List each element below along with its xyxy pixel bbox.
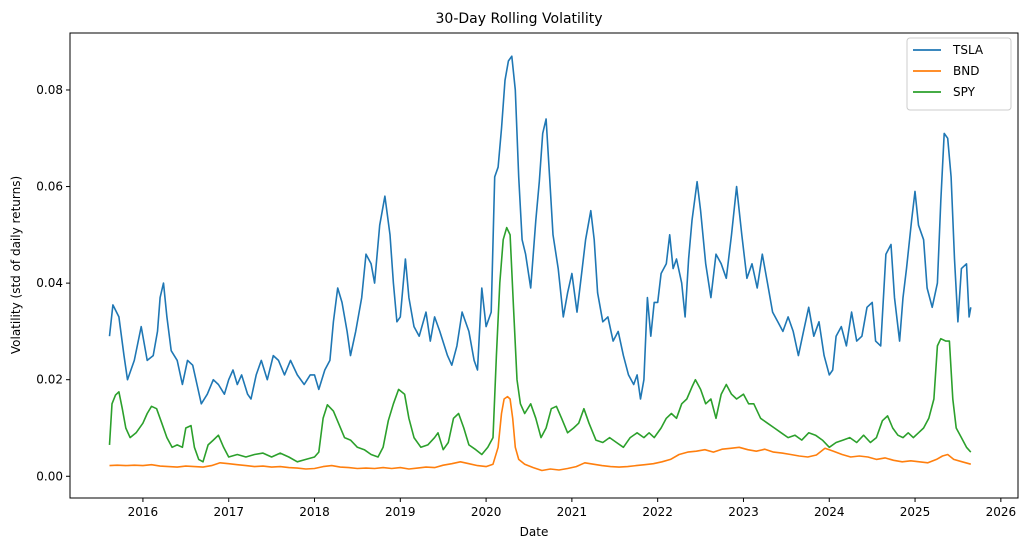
x-axis-label: Date [520, 525, 549, 539]
x-tick-label: 2018 [299, 505, 330, 519]
x-tick-label: 2020 [471, 505, 502, 519]
y-tick-label: 0.00 [36, 469, 63, 483]
series-line-bnd [109, 395, 972, 472]
chart-title: 30-Day Rolling Volatility [436, 11, 603, 27]
legend: TSLA BND SPY [906, 37, 1012, 111]
x-tick-label: 2017 [213, 505, 244, 519]
x-tick-label: 2023 [728, 505, 759, 519]
y-tick-label: 0.08 [36, 83, 63, 97]
y-tick-label: 0.04 [36, 276, 63, 290]
legend-label-spy: SPY [953, 85, 976, 99]
y-axis-label: Volatility (std of daily returns) [9, 176, 23, 354]
y-tick-label: 0.02 [36, 373, 63, 387]
plot-frame [69, 32, 1019, 499]
x-tick-label: 2022 [642, 505, 673, 519]
y-axis-ticks: 0.00 0.02 0.04 0.06 0.08 [36, 83, 70, 483]
x-axis-ticks: 2016 2017 2018 2019 2020 2021 2022 2023 2024 2025… [128, 498, 1016, 519]
x-tick-label: 2019 [385, 505, 416, 519]
x-tick-label: 2021 [557, 505, 588, 519]
x-tick-label: 2024 [814, 505, 845, 519]
legend-label-bnd: BND [953, 64, 979, 78]
legend-label-tsla: TSLA [952, 43, 984, 57]
y-tick-label: 0.06 [36, 180, 63, 194]
series-line-tsla [108, 55, 972, 405]
x-tick-label: 2016 [128, 505, 159, 519]
x-tick-label: 2026 [986, 505, 1017, 519]
series-line-spy [108, 226, 972, 463]
series-layer [108, 55, 972, 472]
plot-area [69, 32, 1019, 499]
x-tick-label: 2025 [900, 505, 931, 519]
